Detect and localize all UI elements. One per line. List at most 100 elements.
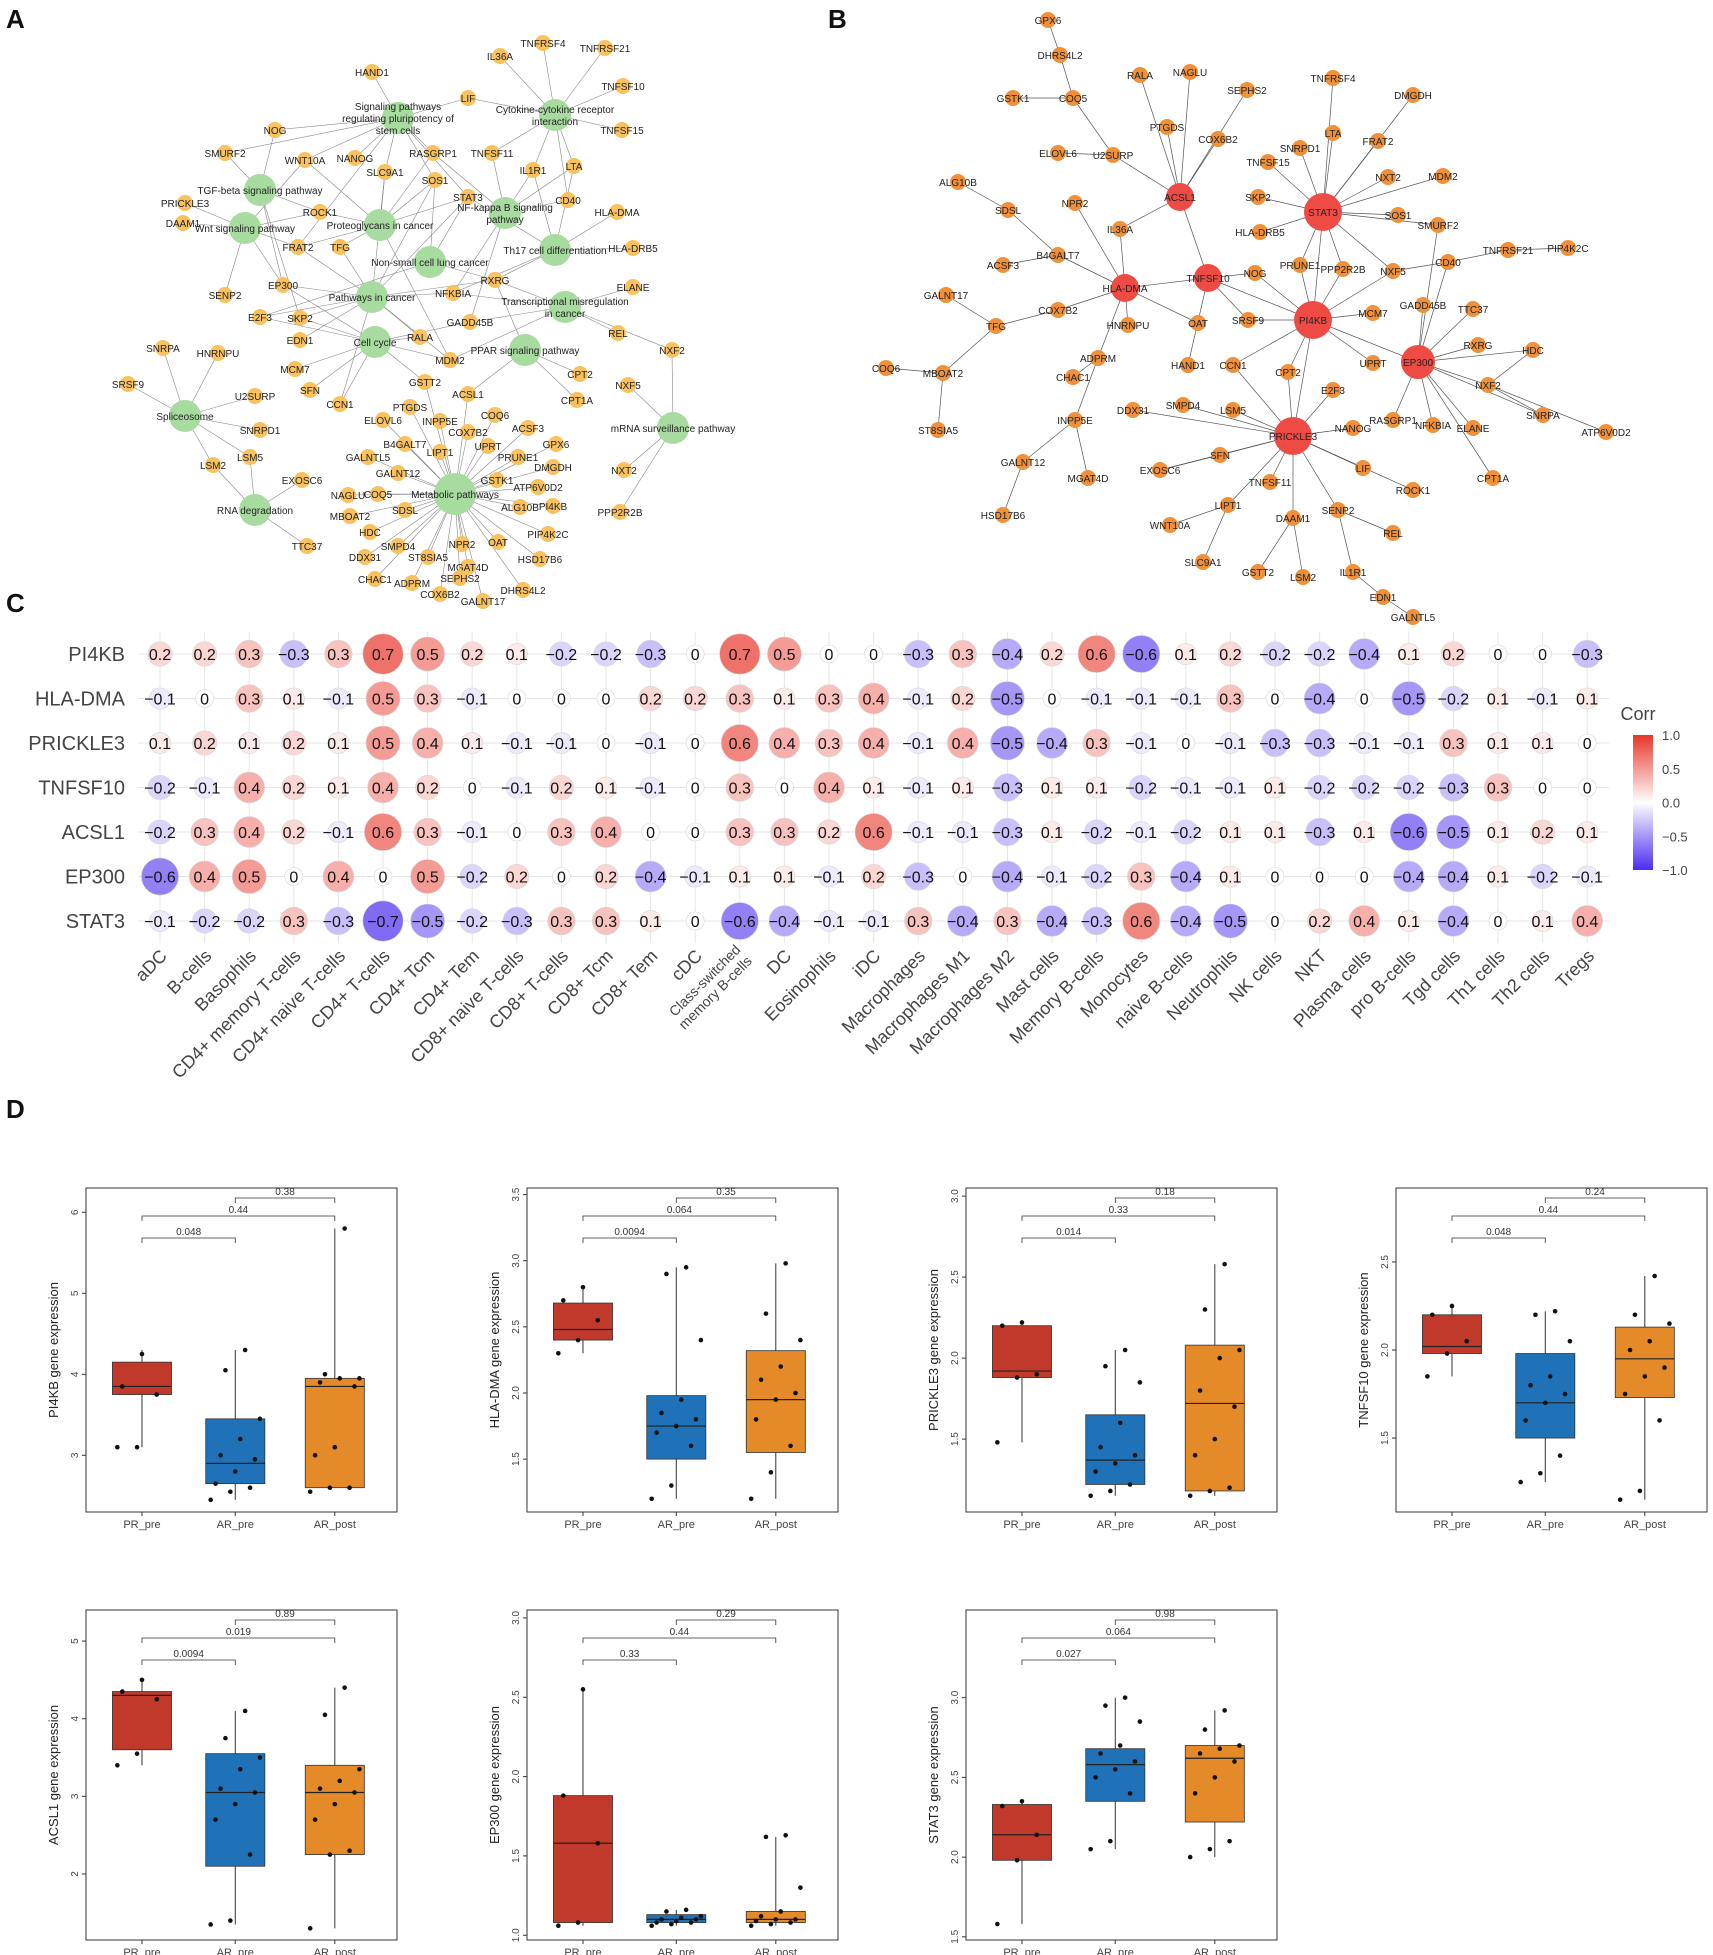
heatmap-value: −0.1 — [679, 870, 711, 887]
network-b-node-senp2 — [1330, 502, 1346, 518]
boxplot-stat3: 1.5 2.0 2.5 3.0 STAT3 gene expression PR_pre A… — [926, 1609, 1278, 1955]
heatmap-value: 0.1 — [238, 736, 260, 753]
network-a-node-dmgdh — [545, 459, 561, 475]
network-a-edge — [469, 212, 506, 323]
network-b-edge — [945, 294, 997, 327]
heatmap-bubble — [813, 771, 845, 804]
heatmap-bubble — [149, 732, 171, 754]
heatmap-value: 0 — [200, 692, 209, 709]
heatmap-value: 0 — [602, 736, 611, 753]
heatmap-bubble — [639, 910, 662, 932]
boxplot-pi4kb: 3 4 5 6 PI4KB gene expression PR_pre AR_pre AR_… — [46, 1187, 398, 1531]
boxplot-point — [1567, 1338, 1573, 1344]
boxplot-box-ar-pre — [1085, 1748, 1146, 1802]
heatmap-value: 0.3 — [729, 781, 751, 798]
network-b-node-coq5 — [1065, 90, 1081, 106]
boxplot-xtick-label-ar-post: AR_post — [1194, 1519, 1236, 1531]
heatmap-value: 0 — [1360, 692, 1369, 709]
boxplot-point — [693, 1417, 699, 1422]
network-a-edge — [371, 179, 436, 298]
network-a-label-adprm: ADPRM — [394, 579, 430, 590]
network-b-label-prune1: PRUNE1 — [1280, 261, 1321, 272]
network-b-label-elovl6: ELOVL6 — [1039, 149, 1077, 160]
boxplot-comparison-bracket — [141, 1215, 336, 1221]
heatmap-bubble — [819, 644, 839, 664]
heatmap-value: 0.3 — [1219, 692, 1241, 709]
boxplot-acsl1: 2 3 4 5 ACSL1 gene expression PR_pre AR_pre AR_… — [46, 1609, 398, 1955]
heatmap-bubble — [236, 908, 262, 934]
network-a-label-u2surp: U2SURP — [235, 392, 276, 403]
heatmap-bubble — [1085, 687, 1108, 710]
boxplot-ytick-label: 1.5 — [950, 1929, 961, 1943]
heatmap-bubble — [991, 638, 1024, 670]
network-a-node-smpd4 — [390, 538, 406, 554]
network-a-label-smurf2: SMURF2 — [204, 149, 246, 160]
network-b-edge — [885, 367, 944, 374]
boxplot-xtick-label-ar-post: AR_post — [1194, 1947, 1236, 1955]
heatmap-value: 0.1 — [1487, 870, 1509, 887]
network-b-node-tnfsf11 — [1262, 474, 1278, 490]
network-a-label-oat: OAT — [488, 538, 508, 549]
network-a-node-coq5 — [370, 486, 386, 502]
heatmap-value: −0.5 — [1215, 914, 1247, 931]
network-b-node-b4galt7 — [1050, 247, 1066, 263]
heatmap-col-label-idc: iDC — [849, 946, 884, 981]
heatmap-value: 0.5 — [238, 870, 260, 887]
boxplot-pvalue: 0.019 — [226, 1627, 251, 1638]
network-a-label-b4galt7: B4GALT7 — [383, 440, 427, 451]
heatmap-value: −0.1 — [635, 736, 667, 753]
network-a-pathway-node-signaling-pathways-regulating-pluripotency-of-stem-cells — [382, 102, 414, 134]
boxplot-point — [154, 1392, 160, 1397]
heatmap-value: 0 — [1583, 781, 1592, 798]
network-a-node-oat — [490, 534, 506, 550]
boxplot-point — [753, 1918, 759, 1924]
network-a-label-sos1: SOS1 — [422, 176, 449, 187]
network-b-edge — [1139, 74, 1181, 198]
heatmap-value: 0 — [825, 647, 834, 664]
network-a-label-tnfsf10: TNFSF10 — [601, 82, 645, 93]
boxplot-point — [556, 1351, 561, 1356]
network-b-edge — [1417, 361, 1494, 479]
boxplot-point — [357, 1766, 362, 1772]
heatmap-bubble — [1036, 905, 1068, 937]
network-a-edge — [449, 306, 566, 361]
heatmap-value: −0.1 — [902, 692, 934, 709]
network-a-node-alg10b — [512, 499, 528, 515]
network-a-label-st8sia5: ST8SIA5 — [408, 553, 448, 564]
heatmap-bubble — [682, 685, 708, 711]
boxplot-point — [1117, 1743, 1123, 1748]
network-b-label-atp6v0d2: ATP6V0D2 — [1581, 428, 1631, 439]
boxplot-point — [1647, 1338, 1653, 1344]
network-b-hub-label-tnfsf10: TNFSF10 — [1186, 274, 1230, 285]
heatmap-bubble — [1041, 821, 1063, 843]
network-a-node-snrpd1 — [252, 422, 268, 438]
network-a-pathway-node-transcriptional-misregulation-in-cancer — [549, 291, 581, 323]
network-b-hub-label-acsl1: ACSL1 — [1164, 193, 1196, 204]
boxplot-point — [1088, 1846, 1093, 1852]
boxplot-point — [1632, 1312, 1638, 1318]
boxplot-point — [1014, 1857, 1020, 1863]
boxplot-point — [252, 1457, 258, 1462]
network-a-node-dhrs4l2 — [515, 582, 531, 598]
network-b-hub-label-hla-dma: HLA-DMA — [1102, 284, 1147, 295]
heatmap-bubble — [282, 687, 305, 710]
network-a-label-snrpa: SNRPA — [146, 344, 180, 355]
heatmap-bubble — [324, 639, 353, 669]
heatmap-value: 0 — [1494, 647, 1503, 664]
network-b-label-edn1: EDN1 — [1370, 593, 1397, 604]
boxplot-point — [252, 1790, 258, 1795]
heatmap-bubble — [1531, 732, 1554, 754]
heatmap-value: −0.2 — [546, 647, 578, 664]
network-a-label-mcm7: MCM7 — [280, 365, 310, 376]
boxplot-comparison-bracket — [234, 1619, 336, 1625]
network-b-edge — [1002, 254, 1059, 266]
boxplot-xtick-label-ar-post: AR_post — [314, 1519, 356, 1531]
network-a-pathway-label-nf-kappa-b-signaling-pathway: NF-kappa B signaling pathway — [457, 203, 553, 226]
boxplot-point — [1103, 1703, 1108, 1708]
network-b-edges — [885, 19, 1607, 618]
boxplot-point — [1217, 1746, 1223, 1751]
boxplot-xtick-label-ar-pre: AR_pre — [658, 1519, 695, 1531]
heatmap-bubble — [1533, 644, 1552, 664]
network-b-edge — [1417, 349, 1534, 363]
boxplot-point — [1098, 1444, 1103, 1450]
